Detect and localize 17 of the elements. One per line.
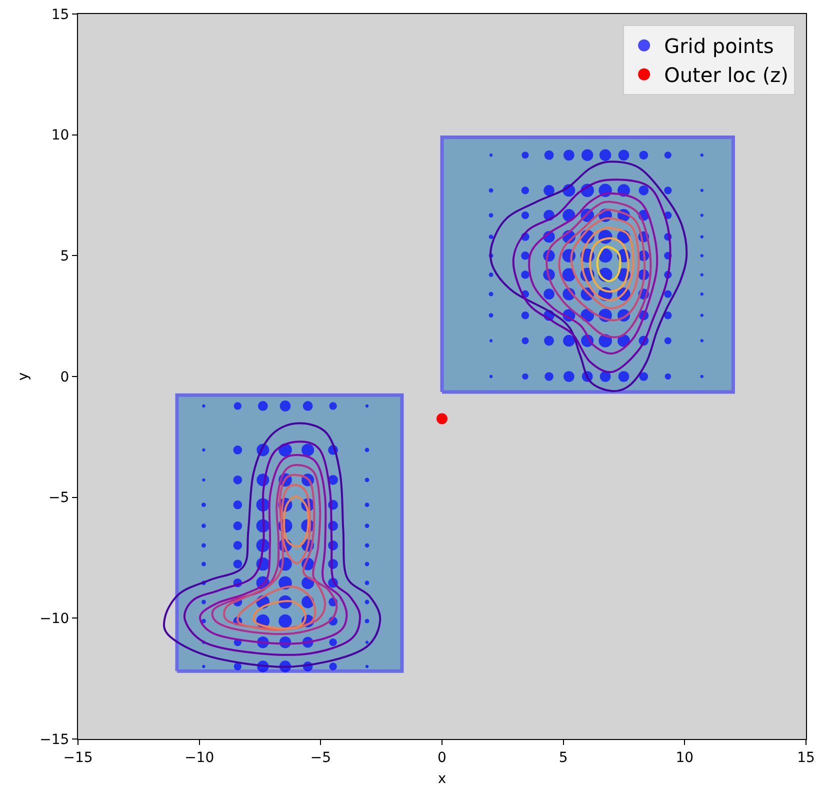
- y-tick-label: 0: [60, 369, 70, 386]
- legend-label: Outer loc (z): [664, 63, 788, 88]
- y-tick-label: 10: [51, 128, 70, 144]
- y-tick-label: −15: [40, 732, 70, 748]
- x-tick-label: 15: [797, 750, 815, 766]
- legend-label: Grid points: [664, 34, 774, 58]
- y-axis-title: y: [15, 372, 32, 381]
- y-tick-label: 15: [51, 6, 70, 23]
- y-tick-label: −10: [40, 611, 70, 628]
- x-tick-label: −5: [310, 750, 331, 766]
- x-tick-label: 5: [558, 750, 568, 766]
- x-tick-label: 10: [676, 750, 694, 766]
- x-axis-title: x: [438, 771, 446, 788]
- y-tick-label: −5: [48, 490, 70, 506]
- y-tick-label: 5: [60, 248, 70, 265]
- x-tick-label: −10: [184, 750, 214, 766]
- x-tick-label: 0: [438, 750, 446, 766]
